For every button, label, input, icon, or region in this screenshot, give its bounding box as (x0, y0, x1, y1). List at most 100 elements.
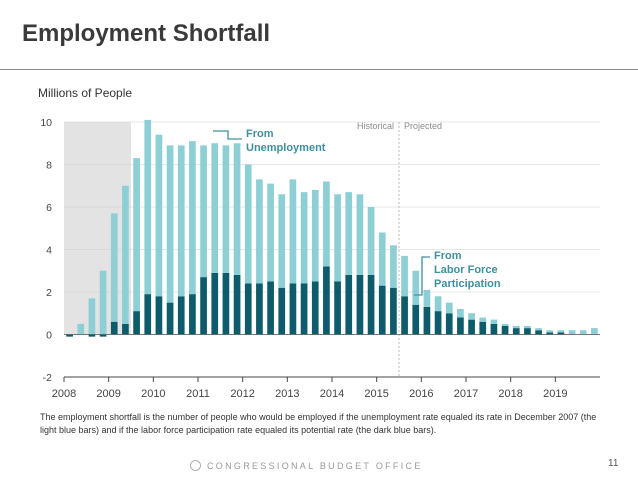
bar-unemployment (222, 145, 230, 273)
bar-unemployment (591, 328, 598, 335)
bar-participation (412, 304, 420, 335)
bar-unemployment (557, 330, 565, 333)
bar-unemployment (144, 119, 152, 295)
bar-participation (66, 334, 73, 337)
x-tick-label: 2013 (275, 388, 299, 400)
callout-participation-text: Participation (434, 278, 501, 290)
bar-participation (501, 326, 509, 335)
bar-unemployment (77, 323, 85, 335)
x-tick-label: 2016 (409, 388, 433, 400)
bar-participation (256, 283, 263, 335)
bar-participation (222, 272, 230, 335)
bar-unemployment (166, 145, 174, 303)
y-tick-label: 4 (46, 245, 52, 257)
historical-label: Historical (357, 121, 394, 131)
x-tick-label: 2019 (543, 388, 567, 400)
bar-unemployment (323, 181, 330, 267)
x-tick-label: 2012 (230, 388, 254, 400)
bar-unemployment (468, 313, 475, 320)
bar-participation (378, 285, 386, 335)
bar-participation (300, 283, 308, 335)
callout-unemployment-text: Unemployment (246, 142, 326, 154)
callout-participation-leader (414, 256, 430, 296)
bar-participation (468, 319, 475, 335)
bar-participation (535, 330, 542, 335)
bar-unemployment (177, 145, 185, 297)
bar-unemployment (345, 192, 353, 275)
bar-participation (155, 296, 163, 335)
bar-unemployment (99, 270, 107, 335)
bar-unemployment (356, 194, 364, 275)
bar-unemployment (334, 194, 341, 282)
bar-participation (122, 323, 129, 335)
bar-unemployment (200, 145, 207, 278)
x-tick-label: 2008 (52, 388, 76, 400)
bar-participation (99, 334, 107, 337)
y-axis-title: Millions of People (38, 86, 132, 100)
x-tick-label: 2010 (141, 388, 165, 400)
bar-participation (557, 332, 565, 335)
slide-title: Employment Shortfall (22, 20, 271, 47)
bar-participation (177, 296, 185, 335)
x-tick-label: 2017 (454, 388, 478, 400)
bar-participation (211, 272, 219, 335)
employment-shortfall-chart: Historical Projected Millions of People -2… (38, 86, 600, 400)
bar-participation (110, 321, 118, 335)
footer-text: CONGRESSIONAL BUDGET OFFICE (207, 461, 423, 471)
bar-unemployment (512, 326, 520, 329)
x-tick-label: 2018 (498, 388, 522, 400)
bar-participation (323, 266, 330, 335)
bar-unemployment (501, 323, 509, 326)
bar-unemployment (412, 270, 420, 305)
bar-participation (200, 277, 207, 335)
bar-unemployment (155, 134, 163, 297)
bar-participation (189, 294, 196, 335)
bar-participation (401, 296, 408, 335)
bar-unemployment (423, 289, 431, 307)
bar-participation (289, 283, 297, 335)
bar-unemployment (300, 192, 308, 284)
bar-unemployment (278, 194, 286, 288)
chart-footnote: The employment shortfall is the number o… (40, 412, 597, 435)
bar-unemployment (110, 213, 118, 322)
bar-unemployment (568, 330, 576, 335)
x-tick-label: 2009 (96, 388, 120, 400)
bar-participation (233, 275, 241, 335)
bar-participation (423, 306, 431, 335)
bar-unemployment (367, 207, 375, 275)
bar-participation (144, 294, 152, 335)
bar-unemployment (88, 298, 96, 335)
bar-participation (244, 283, 252, 335)
bar-unemployment (390, 245, 397, 288)
y-tick-label: 6 (46, 202, 52, 214)
bar-participation (512, 328, 520, 335)
bar-unemployment (535, 328, 542, 331)
y-tick-label: 0 (46, 330, 52, 342)
projected-label: Projected (404, 121, 442, 131)
bar-unemployment (445, 302, 453, 314)
bar-participation (490, 323, 498, 335)
bar-unemployment (233, 143, 241, 275)
bar-participation (133, 311, 140, 335)
bar-unemployment (401, 255, 408, 297)
y-tick-label: 8 (46, 160, 52, 172)
callout-unemployment-text: From (246, 128, 274, 140)
bar-participation (278, 287, 286, 335)
bar-participation (166, 302, 174, 335)
bar-unemployment (378, 232, 386, 286)
callout-participation-text: Labor Force (434, 264, 498, 276)
title-divider (0, 69, 638, 70)
bar-unemployment (211, 143, 219, 273)
page-number: 11 (608, 458, 619, 469)
footer-agency: CONGRESSIONAL BUDGET OFFICE (190, 460, 423, 471)
bar-participation (390, 287, 397, 335)
bar-unemployment (434, 296, 442, 312)
bar-unemployment (189, 141, 196, 295)
callout-unemployment-leader (213, 130, 242, 140)
bar-unemployment (546, 330, 554, 333)
bar-unemployment (490, 319, 498, 324)
y-tick-label: 2 (46, 287, 52, 299)
bar-participation (356, 275, 364, 335)
bar-unemployment (133, 158, 140, 312)
bar-unemployment (579, 330, 587, 335)
